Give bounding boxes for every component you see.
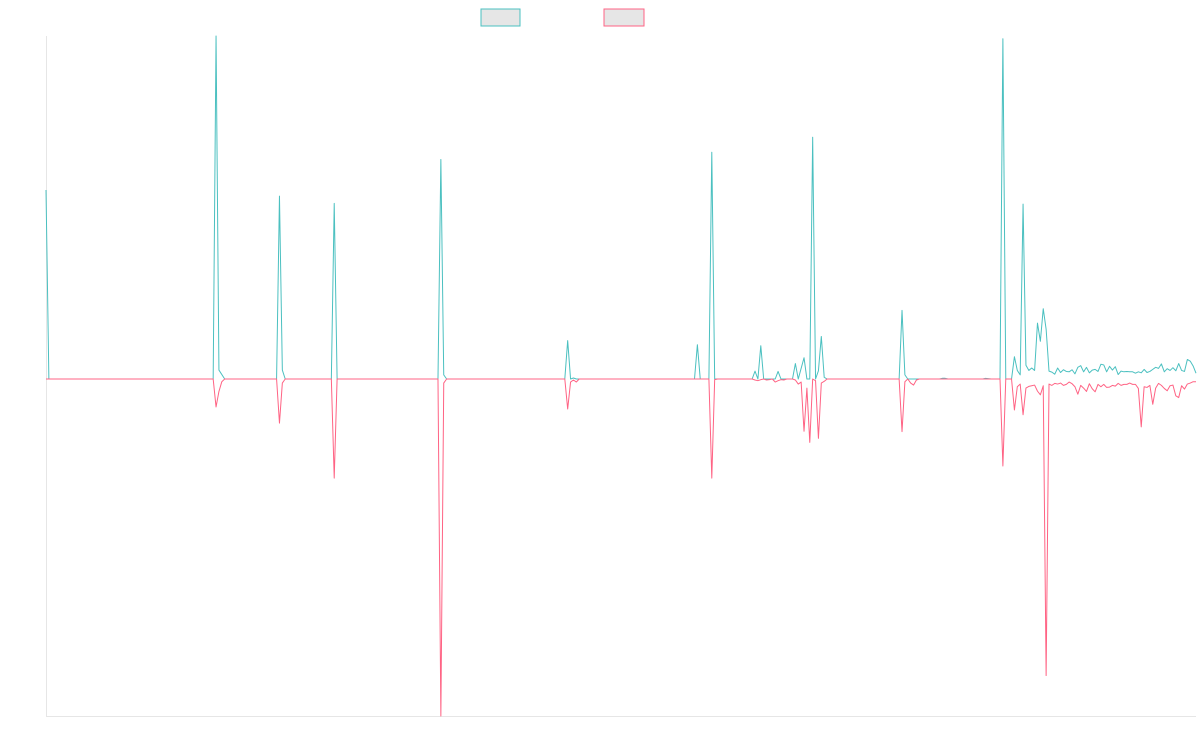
series-line-2 <box>46 378 1196 717</box>
series-layer <box>45 35 1197 717</box>
legend[interactable] <box>480 8 645 27</box>
legend-swatch-series-1[interactable] <box>480 8 521 27</box>
series-line-1 <box>45 35 1197 380</box>
legend-swatch-series-2[interactable] <box>603 8 645 27</box>
